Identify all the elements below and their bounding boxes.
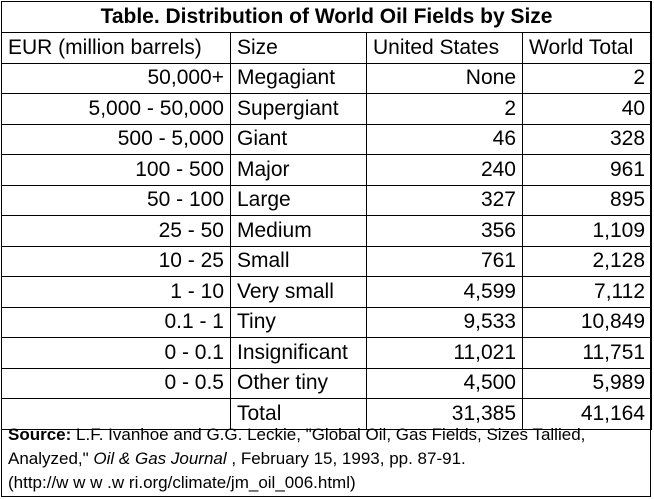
world-cell: 961 (521, 154, 653, 186)
table-title: Table. Distribution of World Oil Fields … (0, 1, 653, 33)
eur-cell: 5,000 - 50,000 (1, 93, 231, 125)
eur-cell: 10 - 25 (1, 245, 231, 277)
us-cell: 4,500 (366, 367, 523, 399)
table-row: 0 - 0.1 Insignificant 11,021 11,751 (1, 337, 653, 369)
size-cell: Major (230, 154, 367, 186)
size-cell: Supergiant (230, 93, 367, 125)
table-row: 1 - 10 Very small 4,599 7,112 (1, 276, 653, 308)
world-cell: 2,128 (521, 245, 653, 277)
eur-cell: 0 - 0.5 (1, 367, 231, 399)
column-header-world-total: World Total (521, 32, 653, 64)
us-cell: 240 (366, 154, 523, 186)
table-row: 25 - 50 Medium 356 1,109 (1, 215, 653, 247)
table-row: 50 - 100 Large 327 895 (1, 184, 653, 216)
eur-cell: 25 - 50 (1, 215, 231, 247)
us-cell: 11,021 (366, 337, 523, 369)
eur-cell (1, 398, 231, 430)
oil-fields-table: Table. Distribution of World Oil Fields … (0, 1, 653, 430)
eur-cell: 100 - 500 (1, 154, 231, 186)
world-cell: 11,751 (521, 337, 653, 369)
table-row: 0.1 - 1 Tiny 9,533 10,849 (1, 306, 653, 338)
world-cell: 10,849 (521, 306, 653, 338)
table-row: Total 31,385 41,164 (1, 398, 653, 430)
size-cell: Large (230, 184, 367, 216)
us-cell: 4,599 (366, 276, 523, 308)
size-cell: Very small (230, 276, 367, 308)
column-header-size: Size (230, 32, 367, 64)
source-text-2: , February 15, 1993, pp. 87-91. (226, 449, 466, 468)
world-cell: 40 (521, 93, 653, 125)
world-cell: 895 (521, 184, 653, 216)
table-row: 100 - 500 Major 240 961 (1, 154, 653, 186)
size-cell: Other tiny (230, 367, 367, 399)
us-cell: None (366, 62, 523, 94)
size-cell: Total (230, 398, 367, 430)
eur-cell: 50 - 100 (1, 184, 231, 216)
eur-cell: 500 - 5,000 (1, 123, 231, 155)
eur-cell: 0.1 - 1 (1, 306, 231, 338)
source-note: Source: L.F. Ivanhoe and G.G. Leckie, "G… (8, 423, 644, 495)
world-cell: 41,164 (521, 398, 653, 430)
world-cell: 2 (521, 62, 653, 94)
world-cell: 7,112 (521, 276, 653, 308)
size-cell: Giant (230, 123, 367, 155)
world-cell: 1,109 (521, 215, 653, 247)
source-url: (http://w w w .w ri.org/climate/jm_oil_0… (8, 473, 356, 492)
us-cell: 31,385 (366, 398, 523, 430)
source-journal: Oil & Gas Journal (93, 449, 227, 468)
us-cell: 9,533 (366, 306, 523, 338)
us-cell: 761 (366, 245, 523, 277)
header-row: EUR (million barrels) Size United States… (1, 32, 653, 64)
us-cell: 356 (366, 215, 523, 247)
eur-cell: 0 - 0.1 (1, 337, 231, 369)
size-cell: Small (230, 245, 367, 277)
table-row: 50,000+ Megagiant None 2 (1, 62, 653, 94)
column-header-united-states: United States (366, 32, 523, 64)
us-cell: 327 (366, 184, 523, 216)
us-cell: 2 (366, 93, 523, 125)
column-header-eur: EUR (million barrels) (1, 32, 231, 64)
eur-cell: 50,000+ (1, 62, 231, 94)
table-body: 50,000+ Megagiant None 2 5,000 - 50,000 Super… (1, 62, 653, 430)
size-cell: Tiny (230, 306, 367, 338)
table-row: 0 - 0.5 Other tiny 4,500 5,989 (1, 367, 653, 399)
table-row: 500 - 5,000 Giant 46 328 (1, 123, 653, 155)
size-cell: Medium (230, 215, 367, 247)
table-row: 10 - 25 Small 761 2,128 (1, 245, 653, 277)
world-cell: 5,989 (521, 367, 653, 399)
table-row: 5,000 - 50,000 Supergiant 2 40 (1, 93, 653, 125)
size-cell: Insignificant (230, 337, 367, 369)
title-row: Table. Distribution of World Oil Fields … (0, 1, 653, 33)
us-cell: 46 (366, 123, 523, 155)
source-text-1: L.F. Ivanhoe and G.G. Leckie, "Global Oi… (8, 425, 586, 468)
source-label: Source: (8, 425, 72, 444)
world-cell: 328 (521, 123, 653, 155)
size-cell: Megagiant (230, 62, 367, 94)
eur-cell: 1 - 10 (1, 276, 231, 308)
